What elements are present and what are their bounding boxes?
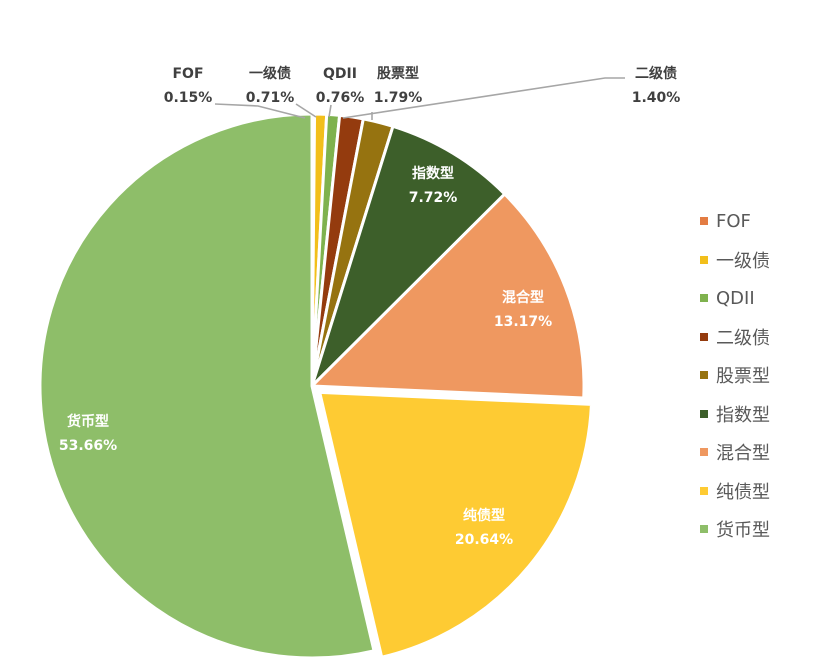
- pie-slice-8: [38, 112, 376, 660]
- legend-item-3: 二级债: [700, 318, 830, 357]
- leader-line-3: [342, 77, 625, 119]
- legend-label: 股票型: [716, 366, 770, 388]
- data-label-value-6: 13.17%: [494, 314, 552, 330]
- data-label-value-3: 1.40%: [632, 90, 681, 106]
- pie-slice-6: [310, 192, 586, 400]
- legend-item-5: 指数型: [700, 395, 830, 434]
- data-label-value-1: 0.71%: [246, 90, 295, 106]
- legend-label: 一级债: [716, 250, 770, 272]
- data-label-name-7: 纯债型: [463, 507, 505, 524]
- legend-swatch: [700, 332, 708, 341]
- data-label-name-0: FOF: [172, 66, 203, 82]
- legend-swatch: [700, 255, 708, 264]
- data-label-value-0: 0.15%: [164, 90, 213, 106]
- legend-label: 混合型: [716, 443, 770, 465]
- legend-label: 纯债型: [716, 481, 770, 503]
- legend: FOF 一级债 QDII 二级债股票型指数型混合型纯债型货币型: [700, 202, 830, 549]
- legend-label: FOF: [716, 210, 751, 232]
- data-label-name-6: 混合型: [502, 289, 544, 306]
- data-label-value-5: 7.72%: [409, 190, 458, 206]
- data-label-value-7: 20.64%: [455, 532, 513, 548]
- legend-item-4: 股票型: [700, 356, 830, 395]
- data-label-name-3: 二级债: [635, 65, 677, 82]
- legend-label: 货币型: [716, 520, 770, 542]
- pie-slice-7: [318, 390, 593, 659]
- leader-line-1: [295, 103, 317, 118]
- data-label-value-8: 53.66%: [59, 438, 117, 454]
- pie-slices: [38, 112, 593, 660]
- data-label-value-4: 1.79%: [374, 90, 423, 106]
- legend-item-7: 纯债型: [700, 472, 830, 511]
- data-label-name-2: QDII: [323, 66, 357, 82]
- pie-slice-5: [310, 124, 507, 388]
- legend-label: 二级债: [716, 327, 770, 349]
- leader-line-2: [328, 104, 332, 118]
- legend-item-6: 混合型: [700, 433, 830, 472]
- legend-swatch: [700, 371, 708, 380]
- legend-item-2: QDII: [700, 279, 830, 318]
- legend-swatch: [700, 294, 708, 303]
- legend-swatch: [700, 217, 708, 226]
- legend-item-8: 货币型: [700, 510, 830, 549]
- legend-swatch: [700, 525, 708, 534]
- legend-item-0: FOF: [700, 202, 830, 241]
- data-labels: FOF 0.15% 一级债 0.71% QDII 0.76% 二级债 1.40% 股票型 1.79…: [59, 65, 680, 548]
- legend-swatch: [700, 448, 708, 457]
- leader-line-0: [214, 103, 306, 119]
- data-label-name-1: 一级债: [249, 65, 291, 82]
- legend-label: QDII: [716, 287, 755, 309]
- data-label-name-5: 指数型: [412, 165, 454, 182]
- legend-item-1: 一级债: [700, 241, 830, 280]
- data-label-value-2: 0.76%: [316, 90, 365, 106]
- legend-swatch: [700, 486, 708, 495]
- legend-label: 指数型: [716, 404, 770, 426]
- data-label-name-8: 货币型: [66, 413, 109, 430]
- data-label-name-4: 股票型: [377, 65, 419, 82]
- legend-swatch: [700, 409, 708, 418]
